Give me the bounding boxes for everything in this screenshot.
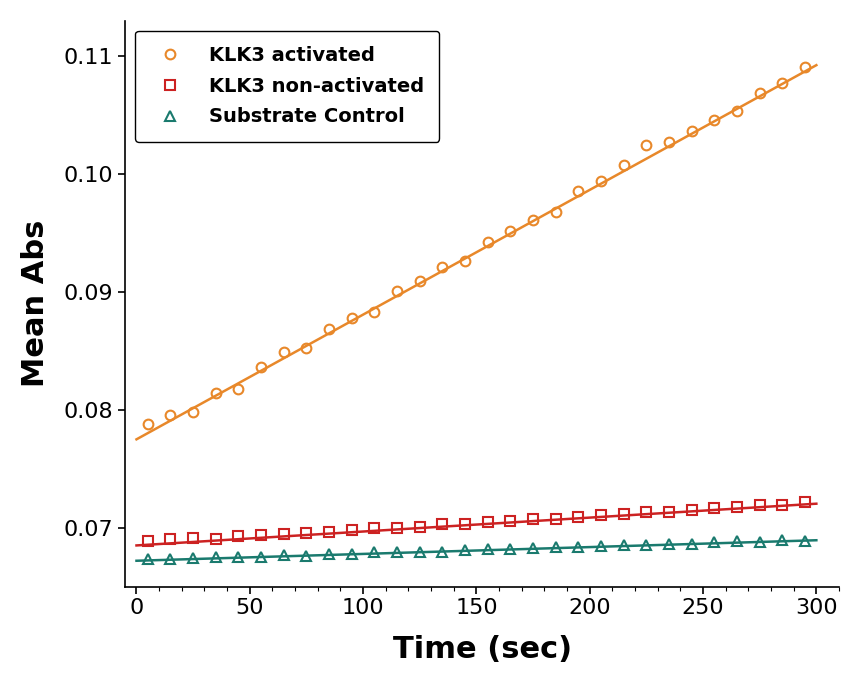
- KLK3 activated: [642, 140, 652, 149]
- KLK3 non-activated: [754, 501, 765, 509]
- Substrate Control: [732, 537, 742, 545]
- KLK3 non-activated: [392, 524, 402, 532]
- KLK3 activated: [596, 177, 606, 186]
- KLK3 non-activated: [437, 520, 447, 528]
- KLK3 activated: [233, 385, 243, 393]
- KLK3 non-activated: [324, 528, 335, 536]
- KLK3 non-activated: [596, 510, 606, 519]
- KLK3 activated: [301, 344, 311, 352]
- Substrate Control: [482, 545, 493, 553]
- Substrate Control: [574, 543, 584, 551]
- KLK3 activated: [460, 257, 470, 265]
- KLK3 activated: [777, 79, 788, 87]
- KLK3 activated: [800, 62, 810, 71]
- Substrate Control: [437, 547, 447, 556]
- KLK3 non-activated: [528, 514, 538, 523]
- KLK3 activated: [211, 389, 221, 397]
- KLK3 activated: [256, 363, 267, 371]
- KLK3 activated: [710, 116, 720, 124]
- Substrate Control: [777, 536, 788, 544]
- KLK3 non-activated: [732, 503, 742, 512]
- Substrate Control: [347, 550, 357, 558]
- Substrate Control: [528, 543, 538, 551]
- KLK3 activated: [392, 287, 402, 295]
- KLK3 non-activated: [482, 517, 493, 525]
- KLK3 non-activated: [618, 510, 629, 519]
- KLK3 activated: [369, 308, 379, 316]
- KLK3 activated: [506, 227, 516, 235]
- KLK3 non-activated: [710, 503, 720, 512]
- KLK3 non-activated: [233, 532, 243, 540]
- Substrate Control: [233, 552, 243, 560]
- Substrate Control: [143, 555, 153, 563]
- KLK3 non-activated: [777, 501, 788, 509]
- Substrate Control: [550, 543, 561, 551]
- Substrate Control: [165, 554, 175, 562]
- KLK3 non-activated: [347, 526, 357, 534]
- Substrate Control: [664, 539, 674, 547]
- Substrate Control: [369, 548, 379, 556]
- Y-axis label: Mean Abs: Mean Abs: [21, 220, 50, 388]
- Substrate Control: [642, 541, 652, 549]
- KLK3 non-activated: [369, 524, 379, 532]
- KLK3 activated: [165, 410, 175, 419]
- KLK3 activated: [482, 238, 493, 247]
- KLK3 non-activated: [574, 513, 584, 521]
- KLK3 non-activated: [506, 517, 516, 525]
- KLK3 non-activated: [415, 523, 425, 531]
- KLK3 non-activated: [301, 529, 311, 537]
- Substrate Control: [596, 541, 606, 549]
- Substrate Control: [800, 536, 810, 545]
- Line: KLK3 non-activated: KLK3 non-activated: [143, 497, 810, 546]
- Substrate Control: [460, 545, 470, 553]
- KLK3 activated: [550, 208, 561, 216]
- KLK3 activated: [188, 408, 199, 416]
- KLK3 non-activated: [165, 534, 175, 543]
- KLK3 activated: [415, 277, 425, 285]
- KLK3 non-activated: [550, 514, 561, 523]
- KLK3 activated: [754, 88, 765, 97]
- Substrate Control: [392, 547, 402, 556]
- KLK3 activated: [437, 263, 447, 271]
- KLK3 activated: [618, 161, 629, 169]
- KLK3 activated: [574, 187, 584, 195]
- KLK3 activated: [664, 138, 674, 146]
- KLK3 non-activated: [460, 520, 470, 528]
- Substrate Control: [686, 540, 697, 548]
- Substrate Control: [324, 549, 335, 558]
- KLK3 activated: [279, 348, 289, 356]
- KLK3 non-activated: [256, 532, 267, 540]
- Substrate Control: [506, 545, 516, 553]
- Substrate Control: [415, 548, 425, 556]
- Substrate Control: [754, 538, 765, 546]
- Substrate Control: [279, 551, 289, 559]
- Line: Substrate Control: Substrate Control: [143, 535, 810, 564]
- Substrate Control: [618, 540, 629, 549]
- KLK3 activated: [732, 107, 742, 115]
- KLK3 non-activated: [642, 508, 652, 516]
- KLK3 non-activated: [188, 534, 199, 543]
- KLK3 non-activated: [800, 498, 810, 506]
- KLK3 activated: [324, 325, 335, 333]
- KLK3 activated: [347, 314, 357, 323]
- KLK3 activated: [528, 216, 538, 224]
- Line: KLK3 activated: KLK3 activated: [143, 62, 810, 429]
- Substrate Control: [301, 551, 311, 560]
- KLK3 non-activated: [279, 530, 289, 538]
- KLK3 non-activated: [664, 508, 674, 516]
- Substrate Control: [710, 538, 720, 546]
- X-axis label: Time (sec): Time (sec): [392, 635, 572, 664]
- Substrate Control: [211, 553, 221, 561]
- KLK3 non-activated: [686, 506, 697, 514]
- Substrate Control: [188, 553, 199, 562]
- Legend: KLK3 activated, KLK3 non-activated, Substrate Control: KLK3 activated, KLK3 non-activated, Subs…: [135, 31, 439, 142]
- KLK3 activated: [686, 127, 697, 136]
- KLK3 activated: [143, 419, 153, 427]
- Substrate Control: [256, 553, 267, 561]
- KLK3 non-activated: [143, 537, 153, 545]
- KLK3 non-activated: [211, 535, 221, 543]
